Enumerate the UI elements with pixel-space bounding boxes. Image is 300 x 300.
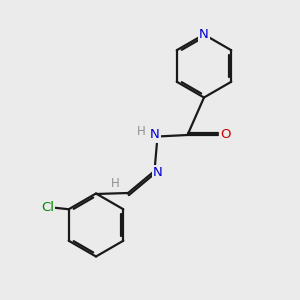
Text: N: N: [150, 128, 160, 142]
Text: H: H: [136, 124, 146, 138]
Text: H: H: [110, 177, 119, 190]
Text: N: N: [199, 28, 209, 41]
Text: N: N: [153, 166, 163, 179]
Text: Cl: Cl: [41, 201, 54, 214]
Text: O: O: [221, 128, 231, 142]
